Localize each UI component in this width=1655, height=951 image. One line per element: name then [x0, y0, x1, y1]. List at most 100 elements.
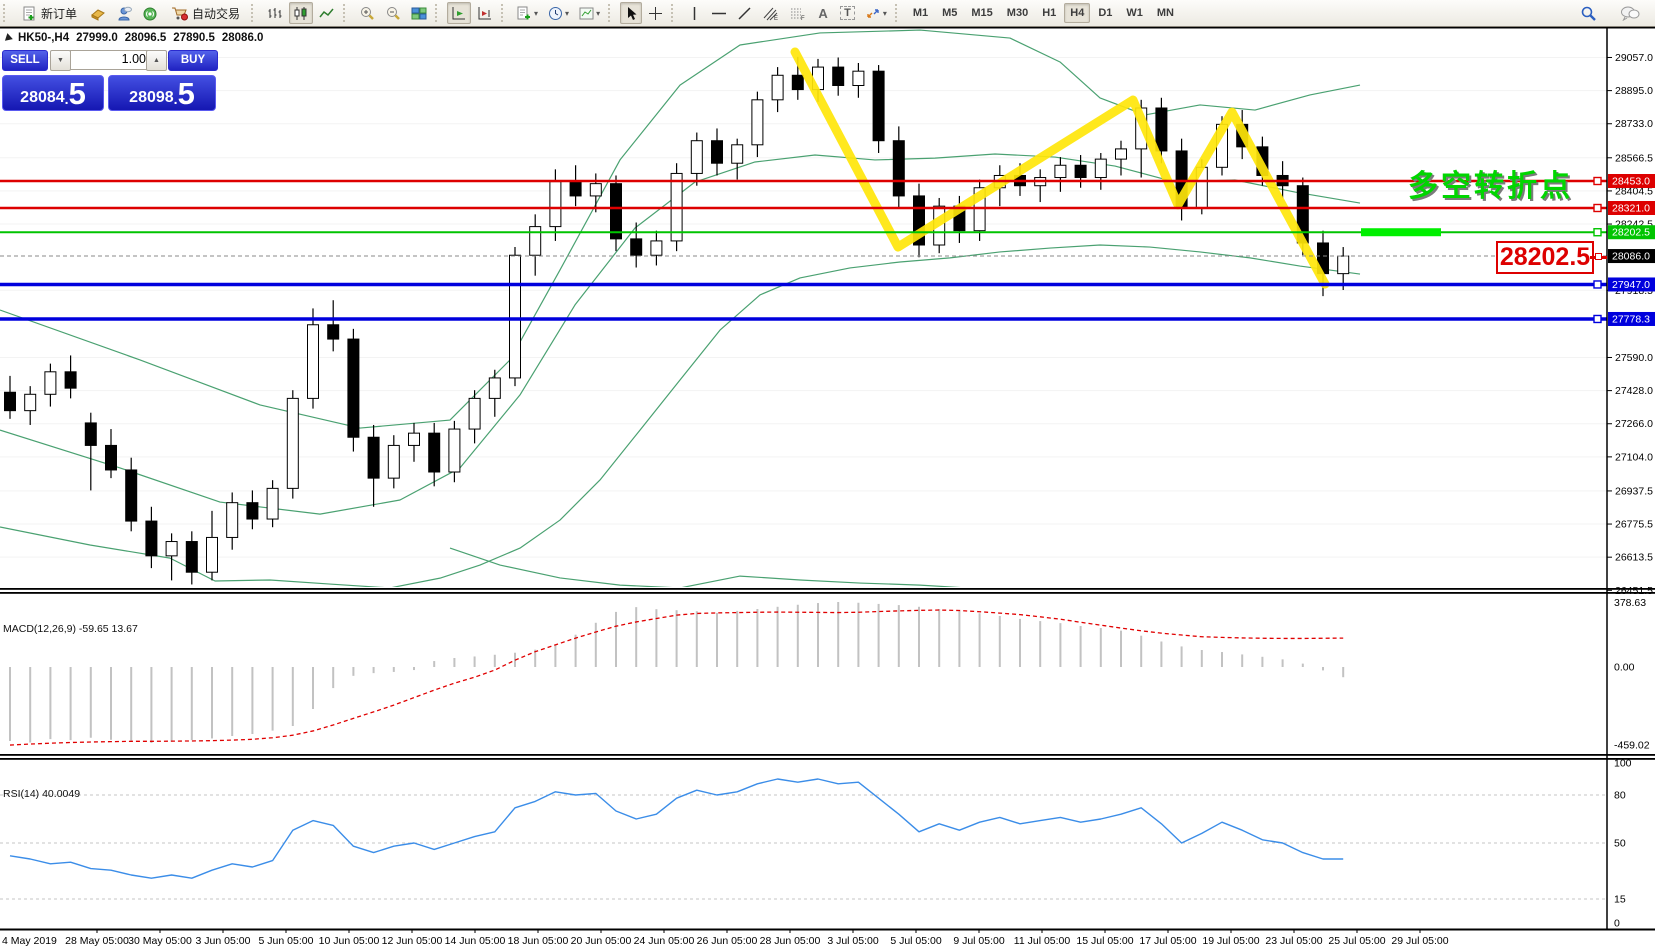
callout-anchor-marker[interactable] [1595, 253, 1602, 260]
dropdown-caret: ▾ [534, 8, 539, 18]
indicators-button[interactable]: ▾ [513, 2, 542, 24]
cursor-icon [627, 6, 637, 20]
svg-text:26451.5: 26451.5 [1615, 585, 1653, 597]
line-chart-button[interactable] [315, 2, 339, 24]
candlestick-chart-button[interactable] [289, 2, 314, 24]
tile-windows-button[interactable] [407, 2, 431, 24]
svg-text:28566.5: 28566.5 [1615, 152, 1653, 164]
crosshair-icon [649, 6, 663, 20]
fibonacci-tool[interactable]: F [785, 2, 810, 24]
wallet-icon [91, 8, 105, 21]
volume-increase-button[interactable]: ▲ [146, 50, 167, 71]
timeframe-h1-button[interactable]: H1 [1042, 7, 1057, 19]
bar-chart-button[interactable] [263, 2, 287, 24]
turning-point-annotation[interactable]: 多空转折点 [1408, 170, 1573, 203]
templates-button[interactable]: ▾ [575, 2, 604, 24]
svg-text:27590.0: 27590.0 [1615, 352, 1653, 364]
chart-window: 29057.0 28895.0 28733.0 28566.5 28404.5 28242… [0, 27, 1655, 951]
svg-text:28895.0: 28895.0 [1615, 85, 1653, 97]
svg-text:14 Jun 05:00: 14 Jun 05:00 [445, 935, 506, 947]
trendline-icon [738, 6, 751, 20]
horizontal-line-tool[interactable] [707, 2, 731, 24]
crosshair-tool-button[interactable] [644, 2, 667, 24]
line-chart-icon [319, 8, 334, 17]
svg-text:27428.0: 27428.0 [1615, 385, 1653, 397]
sell-price-box[interactable]: 28084 . 5 [2, 75, 104, 111]
trendline-tool[interactable] [733, 2, 756, 24]
arrows-tool[interactable]: ▾ [861, 2, 891, 24]
chat-button[interactable] [1616, 2, 1644, 24]
yellow-trend-zigzag[interactable] [790, 47, 1330, 289]
svg-text:50: 50 [1614, 838, 1626, 850]
timeframe-d1-button[interactable]: D1 [1098, 7, 1113, 19]
volume-input[interactable]: 1.00 [70, 50, 151, 70]
svg-text:30 May 05:00: 30 May 05:00 [128, 935, 192, 947]
zoom-out-button[interactable] [381, 2, 405, 24]
timeframe-mn-button[interactable]: MN [1156, 7, 1174, 19]
sell-button[interactable]: SELL [2, 50, 48, 71]
svg-text:18 Jun 05:00: 18 Jun 05:00 [508, 935, 569, 947]
macd-panel[interactable] [9, 602, 1345, 746]
fibonacci-icon: F [791, 8, 805, 21]
timeframe-w1-button[interactable]: W1 [1126, 7, 1143, 19]
signals-button[interactable] [138, 2, 162, 24]
timeframe-m5-button[interactable]: M5 [942, 7, 958, 19]
svg-text:23 Jul 05:00: 23 Jul 05:00 [1265, 935, 1322, 947]
svg-text:26613.5: 26613.5 [1615, 552, 1653, 564]
timeframe-h4-button[interactable]: H4 [1064, 3, 1091, 23]
chart-shift-button[interactable] [473, 2, 497, 24]
zoom-in-button[interactable] [355, 2, 379, 24]
new-order-button[interactable]: 新订单 [15, 2, 84, 24]
ohlc-close: 28086.0 [221, 32, 264, 44]
search-button[interactable] [1576, 2, 1601, 24]
timeframe-m30-button[interactable]: M30 [1006, 7, 1029, 19]
highlight-zone[interactable] [1361, 228, 1441, 237]
price-axis[interactable]: 29057.028895.028733.028566.528404.528242… [1607, 52, 1655, 930]
svg-text:27266.0: 27266.0 [1615, 418, 1653, 430]
zoom-out-icon [387, 7, 400, 20]
buy-price-sep: . [173, 91, 178, 107]
community-profile-button[interactable] [112, 2, 136, 24]
macd-indicator-label: MACD(12,26,9) -59.65 13.67 [3, 623, 138, 635]
rsi-panel[interactable] [0, 778, 1607, 900]
svg-text:25 Jul 05:00: 25 Jul 05:00 [1328, 935, 1385, 947]
timeframe-m1-button[interactable]: M1 [912, 7, 929, 19]
tile-windows-icon [411, 7, 427, 19]
svg-text:100: 100 [1614, 758, 1632, 770]
price-callout-box[interactable]: 28202.5 [1496, 241, 1594, 274]
svg-text:28202.5: 28202.5 [1612, 227, 1650, 239]
template-icon [579, 7, 594, 19]
cursor-tool-button[interactable] [620, 2, 643, 24]
svg-text:-459.02: -459.02 [1614, 740, 1650, 752]
autotrading-button[interactable]: 自动交易 [164, 2, 247, 24]
ohlc-high: 28096.5 [124, 32, 167, 44]
text-label-tool[interactable]: T [836, 2, 859, 24]
search-icon [1581, 6, 1596, 21]
svg-text:28321.0: 28321.0 [1612, 202, 1650, 214]
zoom-in-icon [361, 7, 374, 20]
buy-price-box[interactable]: 28098 . 5 [108, 75, 216, 111]
toolbar-grip [343, 4, 349, 22]
toolbar-grip [894, 4, 901, 22]
text-tool[interactable]: A [812, 2, 834, 24]
autotrading-cart-icon [172, 7, 189, 20]
macd-signal-line [9, 609, 1344, 746]
buy-button[interactable]: BUY [168, 50, 218, 71]
svg-text:15 Jul 05:00: 15 Jul 05:00 [1076, 935, 1133, 947]
vertical-line-tool[interactable] [683, 2, 705, 24]
svg-text:28733.0: 28733.0 [1615, 118, 1653, 130]
wallet-button[interactable] [86, 2, 110, 24]
time-axis[interactable]: 4 May 2019 28 May 05:00 30 May 05:00 3 Jun … [2, 929, 1449, 947]
periods-button[interactable]: ▾ [544, 2, 573, 24]
main-price-panel[interactable] [0, 29, 1607, 592]
timeframe-m15-button[interactable]: M15 [971, 7, 993, 19]
chart-canvas[interactable]: 29057.028895.028733.028566.528404.528242… [0, 27, 1655, 951]
auto-scroll-button[interactable] [447, 2, 472, 24]
chart-shift-icon [478, 6, 492, 19]
new-order-icon [23, 6, 35, 20]
svg-text:28453.0: 28453.0 [1612, 176, 1650, 188]
text-tool-icon: A [818, 5, 828, 21]
svg-text:27778.3: 27778.3 [1612, 313, 1650, 325]
volume-decrease-button[interactable]: ▼ [50, 50, 71, 71]
equidistant-channel-tool[interactable]: E [758, 2, 783, 24]
